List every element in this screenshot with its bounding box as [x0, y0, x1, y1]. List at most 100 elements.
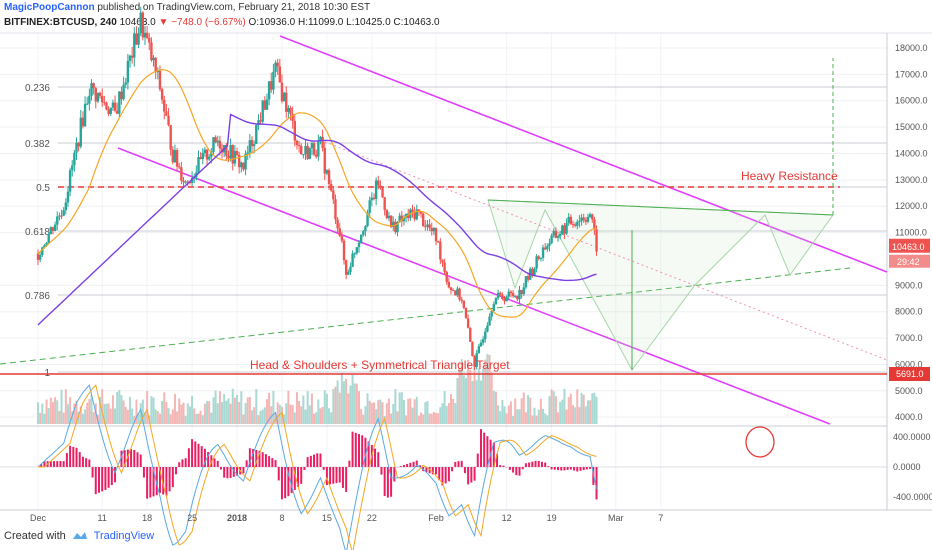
candle-body — [475, 353, 478, 367]
candle-body — [231, 145, 234, 164]
volume-bar — [486, 353, 489, 424]
osc-hist-bar — [412, 461, 415, 467]
osc-hist-bar — [316, 453, 319, 467]
candle-body — [302, 154, 305, 156]
candle-body — [415, 209, 418, 220]
candle-body — [496, 292, 500, 299]
time-tick: 15 — [322, 513, 332, 523]
volume-bar — [484, 359, 487, 424]
time-tick: 18 — [142, 513, 152, 523]
candle-body — [449, 287, 453, 291]
candle-body — [460, 299, 463, 301]
osc-hist-bar — [194, 441, 197, 467]
candle-body — [436, 241, 440, 243]
oscillator-pane — [0, 384, 887, 550]
volume-bar — [514, 398, 517, 424]
osc-hist-bar — [341, 467, 344, 488]
volume-bar — [355, 383, 358, 424]
volume-bar — [221, 402, 224, 424]
candle-body — [347, 271, 350, 275]
osc-hist-bar — [573, 467, 576, 471]
candle-body — [426, 224, 429, 227]
volume-bar — [582, 394, 585, 424]
volume-bar — [280, 406, 283, 424]
candle-body — [188, 181, 192, 184]
candle-body — [362, 231, 365, 235]
volume-bar — [460, 359, 463, 424]
volume-bar — [362, 414, 365, 424]
osc-hist-bar — [329, 467, 332, 485]
candle-body — [90, 83, 93, 96]
volume-bar — [576, 389, 579, 424]
osc-hist-bar — [444, 467, 447, 484]
brand-link[interactable]: TradingView — [93, 530, 155, 542]
candle-body — [167, 115, 170, 125]
volume-bar — [195, 413, 198, 424]
volume-bar — [340, 372, 343, 424]
candle-body — [105, 102, 108, 110]
candle-body — [503, 299, 506, 302]
candle-body — [270, 81, 273, 90]
symbol-label[interactable]: BITFINEX:BTCUSD, 240 — [4, 17, 117, 28]
candle-body — [439, 241, 442, 260]
volume-bar — [527, 395, 530, 424]
volume-bar — [437, 413, 440, 424]
candle-body — [137, 33, 140, 45]
candle-body — [595, 229, 598, 252]
volume-bar — [206, 400, 209, 424]
osc-hist-bar — [136, 452, 139, 467]
candle-body — [235, 151, 239, 155]
osc-hist-bar — [139, 454, 142, 467]
heavy-resistance-label: Heavy Resistance — [741, 169, 838, 183]
osc-hist-bar — [386, 467, 389, 498]
osc-hist-bar — [43, 461, 46, 467]
candle-body — [265, 99, 269, 110]
drawing-tools — [0, 35, 888, 425]
osc-hist-bar — [550, 467, 553, 470]
volume-bar — [497, 405, 500, 424]
volume-bar — [589, 400, 592, 424]
candle-body — [580, 217, 583, 222]
volume-bar — [56, 400, 59, 424]
osc-hist-bar — [547, 466, 550, 467]
volume-bar — [107, 403, 110, 424]
volume-bar — [88, 399, 91, 424]
candlesticks — [36, 6, 598, 370]
volume-bar — [548, 396, 551, 424]
osc-hist-bar — [438, 467, 441, 481]
price-axis: 18000.0 17000.0 16000.0 15000.0 14000.0 13000… — [889, 43, 932, 502]
osc-hist-bar — [354, 432, 357, 467]
candle-body — [381, 186, 384, 198]
volume-bar — [146, 390, 149, 424]
volume-bar — [535, 415, 538, 424]
osc-hist-bar — [258, 450, 261, 467]
candle-body — [197, 157, 200, 173]
candle-body — [96, 92, 100, 102]
volume-bar — [443, 391, 446, 424]
target-price-label: 5691.0 — [896, 369, 924, 379]
candle-body — [541, 247, 545, 258]
osc-hist-bar — [335, 467, 338, 484]
price-tick: 5000.0 — [895, 386, 923, 396]
volume-bar — [66, 404, 69, 424]
volume-bar — [358, 391, 360, 424]
candle-body — [295, 140, 299, 146]
volume-bar — [236, 394, 239, 424]
osc-hist-bar — [576, 467, 579, 472]
volume-bar — [400, 392, 403, 424]
candle-body — [385, 209, 389, 219]
candle-body — [210, 151, 213, 157]
volume-bar — [133, 415, 136, 424]
candle-body — [486, 325, 489, 332]
osc-hist-bar — [364, 437, 367, 467]
osc-hist-bar — [75, 447, 78, 467]
volume-bar — [71, 411, 74, 424]
author-link[interactable]: MagicPoopCannon — [4, 2, 95, 13]
candle-body — [51, 227, 55, 232]
candle-body — [484, 331, 487, 340]
osc-hist-bar — [123, 450, 126, 467]
volume-bar — [561, 399, 564, 424]
candle-body — [115, 110, 119, 114]
volume-bar — [135, 399, 138, 424]
